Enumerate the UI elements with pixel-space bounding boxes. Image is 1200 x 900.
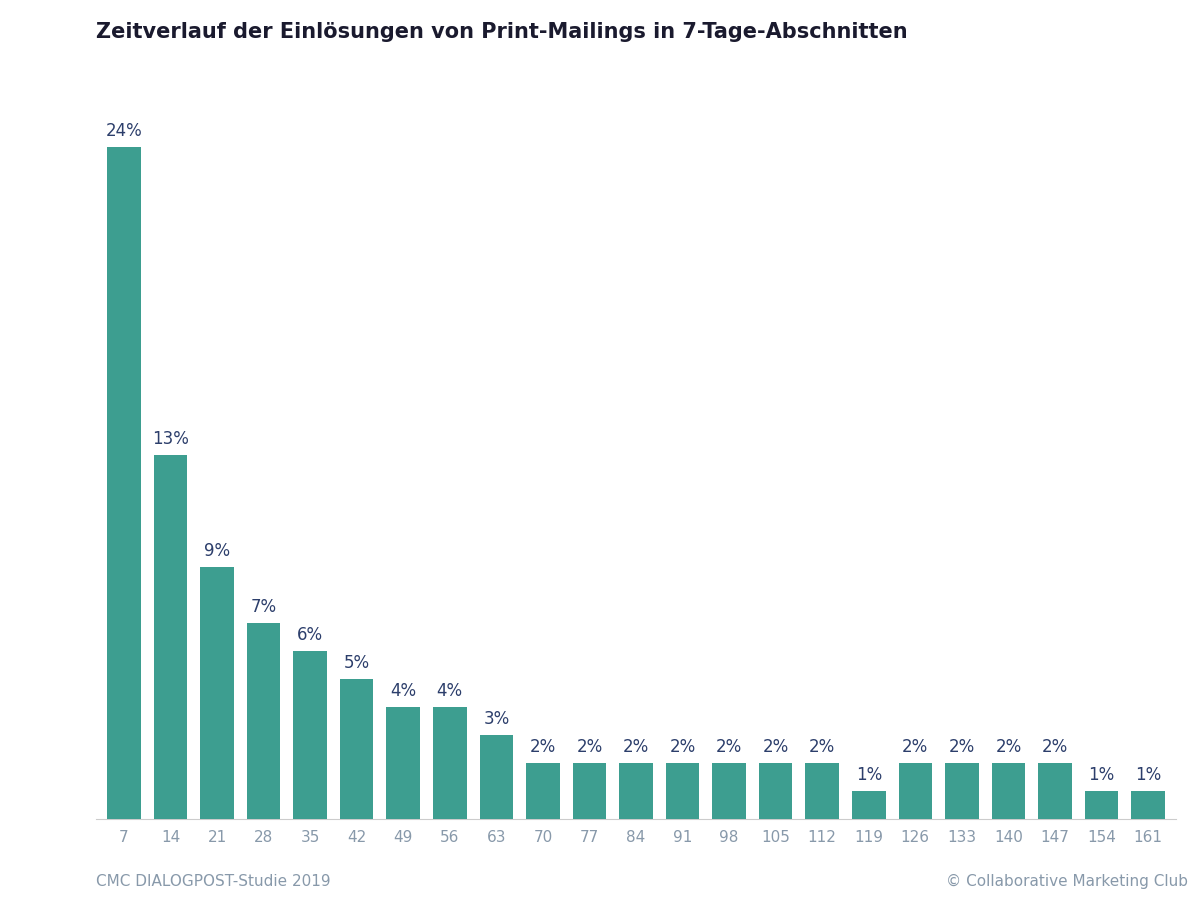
Bar — [946, 763, 979, 819]
Text: 2%: 2% — [809, 738, 835, 756]
Text: 2%: 2% — [716, 738, 743, 756]
Bar — [386, 707, 420, 819]
Bar — [619, 763, 653, 819]
Bar — [1085, 791, 1118, 819]
Text: 2%: 2% — [623, 738, 649, 756]
Text: 2%: 2% — [670, 738, 696, 756]
Bar — [899, 763, 932, 819]
Text: 2%: 2% — [902, 738, 929, 756]
Bar — [200, 567, 234, 819]
Text: 7%: 7% — [251, 598, 277, 616]
Text: © Collaborative Marketing Club: © Collaborative Marketing Club — [946, 874, 1188, 889]
Text: 1%: 1% — [1135, 766, 1162, 784]
Text: 6%: 6% — [298, 626, 323, 644]
Text: 1%: 1% — [1088, 766, 1115, 784]
Bar — [991, 763, 1025, 819]
Text: 9%: 9% — [204, 542, 230, 560]
Bar — [526, 763, 559, 819]
Bar — [1132, 791, 1165, 819]
Bar — [758, 763, 792, 819]
Text: 4%: 4% — [437, 682, 463, 700]
Text: 2%: 2% — [762, 738, 788, 756]
Bar — [666, 763, 700, 819]
Bar — [480, 735, 514, 819]
Bar — [805, 763, 839, 819]
Bar — [572, 763, 606, 819]
Bar — [433, 707, 467, 819]
Text: 2%: 2% — [1042, 738, 1068, 756]
Bar — [107, 147, 140, 819]
Text: 13%: 13% — [152, 430, 188, 448]
Bar — [1038, 763, 1072, 819]
Text: 1%: 1% — [856, 766, 882, 784]
Text: 24%: 24% — [106, 122, 143, 140]
Text: 4%: 4% — [390, 682, 416, 700]
Text: CMC DIALOGPOST-Studie 2019: CMC DIALOGPOST-Studie 2019 — [96, 874, 331, 889]
Text: 3%: 3% — [484, 710, 510, 728]
Text: 5%: 5% — [343, 654, 370, 672]
Text: Zeitverlauf der Einlösungen von Print-Mailings in 7-Tage-Abschnitten: Zeitverlauf der Einlösungen von Print-Ma… — [96, 22, 907, 42]
Bar — [247, 623, 281, 819]
Text: 2%: 2% — [949, 738, 974, 756]
Text: 2%: 2% — [995, 738, 1021, 756]
Bar — [154, 455, 187, 819]
Bar — [293, 651, 326, 819]
Text: 2%: 2% — [529, 738, 556, 756]
Bar — [340, 679, 373, 819]
Bar — [713, 763, 746, 819]
Text: 2%: 2% — [576, 738, 602, 756]
Bar — [852, 791, 886, 819]
